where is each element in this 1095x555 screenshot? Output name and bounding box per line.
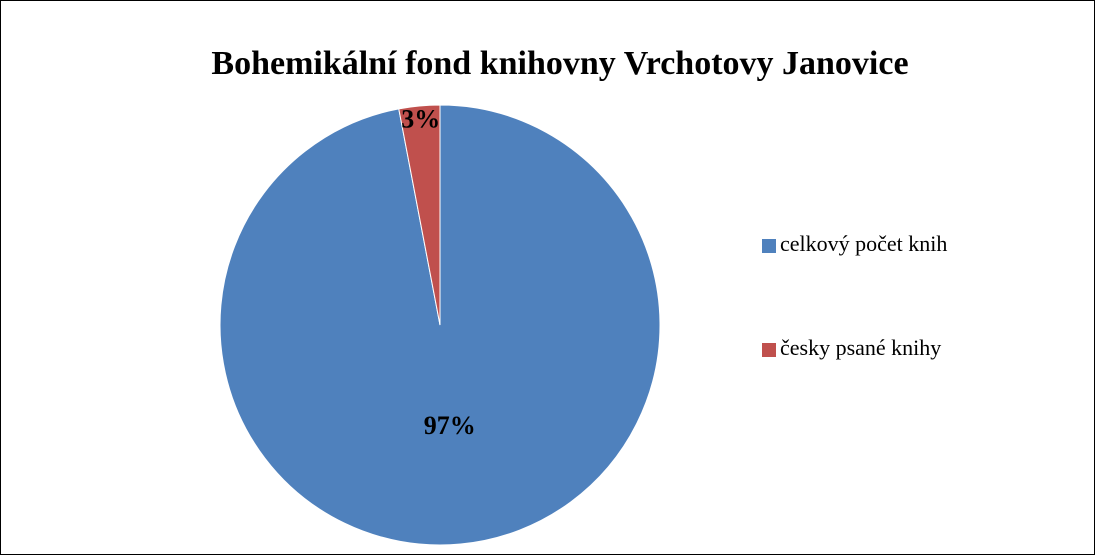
legend-swatch [762,239,776,253]
legend-label: česky psané knihy [780,335,941,360]
pie-slice [398,104,441,326]
data-label: 97% [424,411,476,440]
legend-label: celkový počet knih [780,231,947,256]
legend-swatch [762,343,776,357]
chart-title: Bohemikální fond knihovny Vrchotovy Jano… [211,45,908,82]
data-label: 3% [401,104,440,133]
